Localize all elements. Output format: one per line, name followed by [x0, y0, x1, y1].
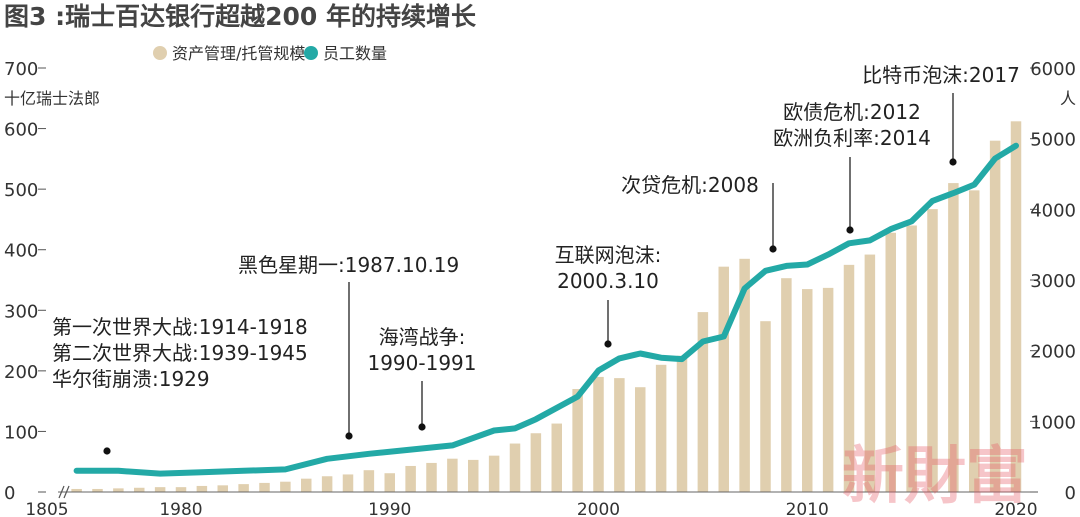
bar-aum: [989, 140, 1001, 492]
bar-aum: [71, 488, 82, 492]
annotation-dot: [769, 245, 777, 253]
legend-swatch-aum: [153, 46, 167, 60]
right-axis-tick-label: 4000: [1030, 200, 1076, 221]
bar-aum: [238, 484, 249, 492]
bar-aum: [697, 312, 709, 492]
annotation-label: 欧洲负利率:2014: [773, 126, 931, 150]
x-axis-tick-label: 2000: [577, 500, 620, 517]
left-axis-unit: 十亿瑞士法郎: [4, 89, 100, 108]
axis-break-mark: [63, 485, 70, 499]
annotation-label: 第二次世界大战:1939-1945: [52, 341, 308, 365]
series-line-staff: [73, 142, 1019, 477]
annotation-label: 海湾战争:: [379, 325, 466, 349]
bar-aum: [175, 487, 187, 492]
annotation-dot: [418, 423, 426, 431]
annotation-label: 1990-1991: [367, 351, 476, 375]
bar-aum: [217, 485, 228, 492]
watermark: 新財富: [842, 439, 1028, 512]
bar-aum: [405, 465, 416, 492]
right-axis-unit: 人: [1060, 89, 1076, 108]
annotation-label: 比特币泡沫:2017: [862, 63, 1020, 87]
annotation-label: 欧债危机:2012: [783, 100, 921, 124]
right-axis-tick-label: 2000: [1030, 342, 1076, 363]
x-axis-tick-label: 1980: [159, 500, 202, 517]
x-axis-tick-label: 2010: [786, 500, 829, 517]
left-axis-tick-label: 400: [4, 241, 38, 262]
axis-break-mark: [58, 485, 65, 499]
bar-aum: [509, 443, 521, 492]
annotation-dot: [846, 226, 854, 234]
bar-aum: [321, 476, 333, 492]
bar-aum: [342, 474, 354, 492]
bar-aum: [906, 225, 917, 492]
annotation-dot: [103, 447, 111, 455]
bar-aum: [593, 376, 604, 492]
bar-aum: [92, 488, 103, 492]
bar-aum: [718, 266, 729, 492]
bar-aum: [447, 458, 458, 492]
bar-aum: [885, 232, 896, 493]
bar-aum: [384, 473, 395, 492]
x-axis-tick-label: 2020: [994, 500, 1037, 517]
bar-aum: [822, 287, 834, 492]
bar-aum: [426, 462, 437, 492]
legend-swatch-staff: [304, 46, 318, 60]
right-axis-tick-label: 5000: [1030, 130, 1076, 151]
left-axis-tick-label: 700: [4, 59, 38, 80]
legend-label-aum: 资产管理/托管规模: [172, 44, 305, 63]
left-axis-tick-label: 100: [4, 422, 38, 443]
bar-aum: [635, 387, 646, 492]
bar-aum: [676, 355, 688, 492]
bar-aum: [363, 470, 375, 492]
bar-aum: [154, 487, 166, 492]
annotation-label: 次贷危机:2008: [621, 173, 759, 197]
bar-aum: [259, 482, 270, 492]
bar-aum: [1010, 121, 1022, 492]
annotation-dot: [604, 340, 612, 348]
annotation-label: 互联网泡沫:: [555, 243, 662, 267]
bar-aum: [551, 423, 562, 492]
bar-aum: [134, 487, 145, 492]
annotation-dot: [345, 432, 353, 440]
bar-aum: [781, 278, 792, 492]
left-axis-tick-label: 200: [4, 362, 38, 383]
right-axis-tick-label: 0: [1065, 483, 1076, 504]
right-axis-tick-label: 3000: [1030, 271, 1076, 292]
bar-aum: [113, 488, 124, 492]
bar-aum: [468, 459, 479, 492]
x-axis-tick-label: 1805: [25, 500, 68, 517]
chart-title: 图3 :瑞士百达银行超越200 年的持续增长: [4, 2, 477, 31]
bar-aum: [739, 258, 750, 492]
bar-aum: [927, 209, 938, 493]
bar-aum: [488, 455, 500, 492]
annotation-label: 华尔街崩溃:1929: [52, 367, 210, 391]
annotation-label: 2000.3.10: [557, 269, 659, 293]
right-axis-tick-label: 6000: [1030, 59, 1076, 80]
bar-aum: [969, 190, 980, 492]
right-axis-tick-label: 1000: [1030, 412, 1076, 433]
bar-aum: [864, 254, 876, 492]
bar-aum: [196, 485, 208, 492]
bar-aum: [280, 481, 291, 492]
annotation-dot: [949, 158, 957, 166]
bar-aum: [530, 433, 542, 492]
bar-aum: [655, 364, 667, 492]
left-axis-tick-label: 600: [4, 120, 38, 141]
legend-label-staff: 员工数量: [323, 44, 387, 63]
bar-aum: [614, 378, 625, 492]
bar-aum: [572, 389, 583, 492]
bar-aum: [802, 289, 813, 492]
left-axis-tick-label: 300: [4, 301, 38, 322]
annotation-label: 第一次世界大战:1914-1918: [52, 315, 308, 339]
left-axis-tick-label: 0: [4, 483, 15, 504]
bar-aum: [301, 478, 312, 492]
bar-aum: [948, 183, 959, 493]
left-axis-tick-label: 500: [4, 180, 38, 201]
bar-aum: [843, 264, 855, 492]
annotation-label: 黑色星期一:1987.10.19: [238, 253, 459, 277]
x-axis-tick-label: 1990: [368, 500, 411, 517]
bar-aum: [760, 321, 771, 492]
